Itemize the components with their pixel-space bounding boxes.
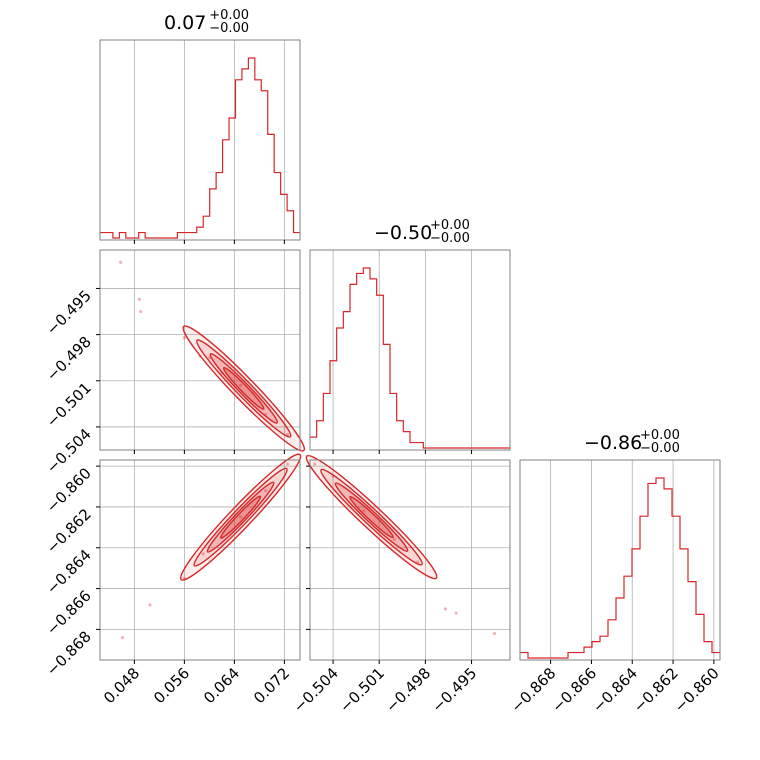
title-upper-0: +0.00 bbox=[209, 8, 249, 23]
x-tick-label: 0.072 bbox=[250, 664, 293, 707]
panel-frame bbox=[309, 459, 511, 661]
sample-point bbox=[285, 433, 290, 437]
x-tick-label: −0.862 bbox=[630, 664, 682, 716]
sample-point bbox=[416, 560, 420, 564]
contour-level-3 bbox=[349, 495, 394, 539]
y-tick-label: −0.864 bbox=[43, 546, 95, 598]
sample-point bbox=[120, 635, 125, 640]
title-value-1: −0.50 bbox=[374, 222, 432, 244]
x-tick-label: −0.498 bbox=[382, 664, 434, 716]
panel-background bbox=[100, 40, 300, 240]
sample-point bbox=[139, 309, 143, 314]
panel-background bbox=[520, 460, 720, 660]
title-upper-1: +0.00 bbox=[430, 218, 470, 233]
sample-point bbox=[393, 537, 397, 542]
x-tick-label: −0.864 bbox=[589, 664, 641, 716]
y-tick-label: −0.498 bbox=[43, 333, 95, 385]
sample-point bbox=[119, 260, 123, 264]
histogram-1-step bbox=[310, 267, 510, 449]
title-lower-0: −0.00 bbox=[209, 21, 249, 36]
sample-point bbox=[201, 552, 205, 556]
sample-point bbox=[362, 509, 366, 513]
x-tick-label: −0.501 bbox=[336, 664, 388, 716]
sample-point bbox=[137, 297, 141, 301]
panel-frame bbox=[99, 249, 301, 451]
x-tick-label: −0.860 bbox=[671, 664, 723, 716]
histogram-title-2: −0.86+0.00−0.00 bbox=[584, 428, 680, 456]
contour-panel-0-1 bbox=[99, 249, 306, 452]
contour-level-0 bbox=[305, 454, 438, 580]
x-tick-label: −0.866 bbox=[548, 664, 600, 716]
histogram-2-step bbox=[520, 477, 720, 659]
sample-point bbox=[493, 631, 497, 636]
histogram-0-step bbox=[100, 57, 300, 239]
panel-frame bbox=[99, 39, 301, 241]
x-tick-label: 0.064 bbox=[200, 664, 243, 707]
contour-level-1 bbox=[320, 468, 423, 566]
contour-panel-1-2 bbox=[305, 454, 511, 661]
sample-point bbox=[313, 462, 317, 466]
histogram-title-0: 0.07 +0.00−0.00 bbox=[164, 8, 249, 36]
y-tick-label: −0.501 bbox=[43, 379, 95, 431]
panel-frame bbox=[519, 459, 721, 661]
x-tick-label: 0.056 bbox=[150, 664, 193, 707]
contour-level-2 bbox=[334, 482, 409, 552]
title-value-0: 0.07 bbox=[164, 12, 206, 34]
contour-level-1 bbox=[193, 467, 288, 567]
contour-level-3 bbox=[222, 366, 265, 410]
x-tick-label: −0.504 bbox=[290, 664, 342, 716]
y-tick-label: −0.495 bbox=[43, 287, 95, 339]
panel-frame bbox=[309, 249, 511, 451]
histogram-panel-2: −0.86+0.00−0.00 bbox=[519, 428, 721, 661]
sample-point bbox=[239, 515, 243, 519]
contour-panel-0-2 bbox=[99, 453, 302, 661]
panel-background bbox=[100, 460, 300, 660]
y-tick-label: −0.862 bbox=[43, 505, 95, 557]
contour-level-2 bbox=[209, 353, 279, 424]
contour-level-3 bbox=[219, 495, 262, 539]
sample-point bbox=[285, 462, 290, 466]
title-lower-2: −0.00 bbox=[640, 441, 680, 456]
contour-level-0 bbox=[179, 453, 302, 581]
sample-point bbox=[182, 336, 186, 340]
title-upper-2: +0.00 bbox=[640, 428, 680, 443]
x-tick-label: −0.868 bbox=[507, 664, 559, 716]
sample-point bbox=[148, 603, 152, 607]
sample-point bbox=[454, 611, 458, 615]
sample-point bbox=[264, 489, 268, 493]
panel-background bbox=[310, 250, 510, 450]
histogram-panel-0: 0.07 +0.00−0.00 bbox=[99, 8, 301, 241]
y-tick-label: −0.866 bbox=[43, 587, 95, 639]
contour-level-1 bbox=[195, 339, 292, 438]
title-lower-1: −0.00 bbox=[430, 231, 470, 246]
title-value-2: −0.86 bbox=[584, 432, 642, 454]
sample-point bbox=[239, 383, 243, 387]
histogram-title-1: −0.50+0.00−0.00 bbox=[374, 218, 470, 246]
histogram-panel-1: −0.50+0.00−0.00 bbox=[309, 218, 511, 451]
x-tick-label: 0.048 bbox=[100, 664, 143, 707]
y-tick-label: −0.868 bbox=[43, 627, 95, 679]
contour-level-2 bbox=[206, 481, 275, 553]
x-tick-label: −0.495 bbox=[428, 664, 480, 716]
panel-frame bbox=[99, 459, 301, 661]
contour-level-0 bbox=[182, 325, 306, 452]
sample-point bbox=[443, 607, 447, 611]
